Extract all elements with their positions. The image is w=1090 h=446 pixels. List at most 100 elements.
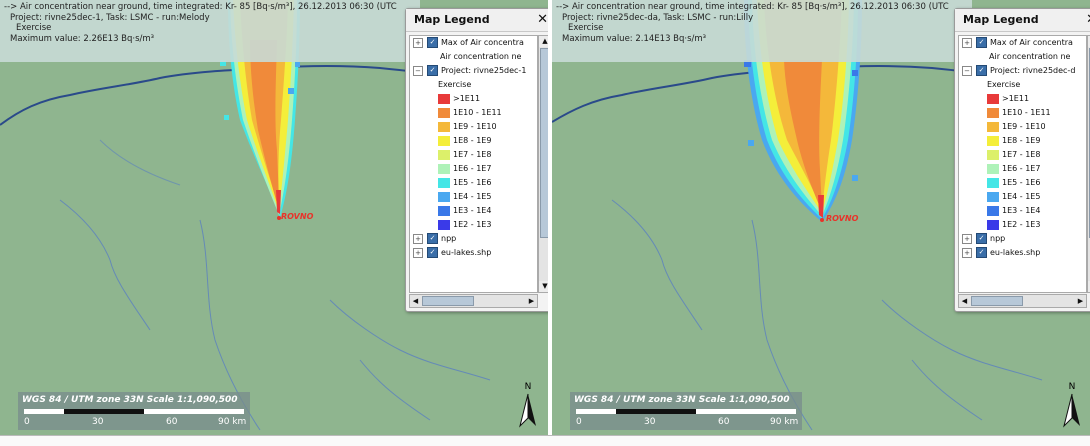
scrollbar-thumb[interactable] bbox=[540, 48, 548, 238]
layer-label: Exercise bbox=[438, 80, 472, 89]
info-box: --> Air concentration near ground, time … bbox=[0, 0, 420, 62]
north-label: N bbox=[524, 382, 532, 392]
collapse-icon[interactable]: − bbox=[413, 65, 423, 76]
legend-item: 1E5 - 1E6 bbox=[410, 176, 537, 190]
color-swatch bbox=[987, 177, 999, 188]
legend-item-label: 1E8 - 1E9 bbox=[1002, 136, 1041, 145]
legend-vertical-scrollbar[interactable]: ▲ ▼ bbox=[538, 35, 548, 293]
legend-item-label: >1E11 bbox=[453, 94, 481, 103]
scale-tick: 60 bbox=[718, 417, 730, 427]
map-legend-window[interactable]: Map Legend ✕ +✓Max of Air concentra Air … bbox=[405, 8, 548, 312]
scroll-left-icon[interactable]: ◀ bbox=[961, 297, 968, 305]
map-legend-window[interactable]: Map Legend ✕ +✓Max of Air concentra Air … bbox=[954, 8, 1090, 312]
close-icon[interactable]: ✕ bbox=[537, 12, 548, 27]
legend-horizontal-scrollbar[interactable]: ◀ ▶ bbox=[409, 294, 538, 308]
legend-layer-project[interactable]: − ✓ Project: rivne25dec-d bbox=[959, 64, 1086, 78]
expand-icon[interactable]: + bbox=[413, 247, 423, 258]
city-label: ROVNO bbox=[281, 212, 314, 221]
legend-layer-npp[interactable]: + ✓ npp bbox=[959, 232, 1086, 246]
color-swatch bbox=[438, 219, 450, 230]
north-arrow-icon: N bbox=[516, 382, 540, 432]
close-icon[interactable]: ✕ bbox=[1086, 9, 1090, 31]
legend-layer-max[interactable]: + ✓ Max of Air concentra bbox=[959, 36, 1086, 50]
scale-tick: 60 bbox=[166, 417, 178, 427]
color-swatch bbox=[438, 205, 450, 216]
color-swatch bbox=[438, 149, 450, 160]
checkbox-checked-icon[interactable]: ✓ bbox=[976, 65, 987, 76]
legend-layer-lakes[interactable]: + ✓ eu-lakes.shp bbox=[410, 246, 537, 260]
legend-item-label: 1E2 - 1E3 bbox=[1002, 220, 1041, 229]
info-exercise: Exercise bbox=[568, 23, 604, 33]
legend-item-label: >1E11 bbox=[1002, 94, 1030, 103]
color-swatch bbox=[987, 163, 999, 174]
expand-icon[interactable]: + bbox=[413, 233, 423, 244]
scale-tick: 0 bbox=[576, 417, 582, 427]
legend-item-label: 1E9 - 1E10 bbox=[1002, 122, 1046, 131]
legend-layer-max[interactable]: + ✓ Max of Air concentra bbox=[410, 36, 537, 50]
legend-item: 1E6 - 1E7 bbox=[959, 162, 1086, 176]
legend-item-label: 1E4 - 1E5 bbox=[453, 192, 492, 201]
layer-label: Max of Air concentra bbox=[441, 38, 524, 47]
legend-item: 1E2 - 1E3 bbox=[959, 218, 1086, 232]
layer-label: npp bbox=[990, 234, 1006, 243]
expand-icon[interactable]: + bbox=[962, 37, 972, 48]
legend-sublayer-air: Air concentration ne bbox=[959, 50, 1086, 64]
info-title: --> Air concentration near ground, time … bbox=[556, 2, 949, 12]
legend-item-label: 1E3 - 1E4 bbox=[453, 206, 492, 215]
checkbox-checked-icon[interactable]: ✓ bbox=[427, 233, 438, 244]
scale-tick: 0 bbox=[24, 417, 30, 427]
info-max-value: Maximum value: 2.26E13 Bq·s/m³ bbox=[10, 33, 155, 44]
checkbox-checked-icon[interactable]: ✓ bbox=[427, 37, 438, 48]
legend-sublayer-air: Air concentration ne bbox=[410, 50, 537, 64]
layer-label: eu-lakes.shp bbox=[990, 248, 1041, 257]
legend-item-label: 1E7 - 1E8 bbox=[453, 150, 492, 159]
scroll-left-icon[interactable]: ◀ bbox=[412, 297, 419, 305]
legend-item: 1E3 - 1E4 bbox=[959, 204, 1086, 218]
info-title: --> Air concentration near ground, time … bbox=[4, 2, 397, 12]
legend-horizontal-scrollbar[interactable]: ◀ ▶ bbox=[958, 294, 1087, 308]
legend-header[interactable]: Map Legend ✕ bbox=[955, 9, 1090, 32]
map-panel-left[interactable]: --> Air concentration near ground, time … bbox=[0, 0, 548, 435]
scroll-down-icon[interactable]: ▼ bbox=[539, 281, 548, 292]
checkbox-checked-icon[interactable]: ✓ bbox=[427, 247, 438, 258]
expand-icon[interactable]: + bbox=[413, 37, 423, 48]
scale-tick: 30 bbox=[644, 417, 656, 427]
scroll-right-icon[interactable]: ▶ bbox=[528, 297, 535, 305]
legend-layer-project[interactable]: − ✓ Project: rivne25dec-1 bbox=[410, 64, 537, 78]
legend-item-label: 1E4 - 1E5 bbox=[1002, 192, 1041, 201]
scrollbar-thumb[interactable] bbox=[971, 296, 1023, 306]
legend-title: Map Legend bbox=[963, 13, 1039, 26]
scale-bar-box: WGS 84 / UTM zone 33N Scale 1:1,090,500 … bbox=[570, 392, 802, 430]
expand-icon[interactable]: + bbox=[962, 247, 972, 258]
legend-layer-npp[interactable]: + ✓ npp bbox=[410, 232, 537, 246]
checkbox-checked-icon[interactable]: ✓ bbox=[976, 233, 987, 244]
legend-item-label: 1E6 - 1E7 bbox=[453, 164, 492, 173]
legend-item: 1E8 - 1E9 bbox=[410, 134, 537, 148]
legend-item: 1E9 - 1E10 bbox=[959, 120, 1086, 134]
legend-item: 1E6 - 1E7 bbox=[410, 162, 537, 176]
collapse-icon[interactable]: − bbox=[962, 65, 972, 76]
scale-tick: 30 bbox=[92, 417, 104, 427]
info-box: --> Air concentration near ground, time … bbox=[552, 0, 972, 62]
legend-tree[interactable]: + ✓ Max of Air concentra Air concentration… bbox=[958, 35, 1087, 293]
color-swatch bbox=[438, 93, 450, 104]
north-label: N bbox=[1068, 382, 1076, 392]
legend-tree[interactable]: + ✓ Max of Air concentra Air concentration… bbox=[409, 35, 538, 293]
scroll-up-icon[interactable]: ▲ bbox=[1088, 36, 1090, 47]
checkbox-checked-icon[interactable]: ✓ bbox=[427, 65, 438, 76]
legend-item-label: 1E5 - 1E6 bbox=[453, 178, 492, 187]
legend-item-label: 1E10 - 1E11 bbox=[1002, 108, 1051, 117]
scroll-right-icon[interactable]: ▶ bbox=[1077, 297, 1084, 305]
checkbox-checked-icon[interactable]: ✓ bbox=[976, 37, 987, 48]
expand-icon[interactable]: + bbox=[962, 233, 972, 244]
legend-header[interactable]: Map Legend ✕ bbox=[406, 9, 548, 32]
scroll-down-icon[interactable]: ▼ bbox=[1088, 281, 1090, 292]
map-panel-right[interactable]: --> Air concentration near ground, time … bbox=[552, 0, 1090, 435]
legend-item-label: 1E9 - 1E10 bbox=[453, 122, 497, 131]
scroll-up-icon[interactable]: ▲ bbox=[539, 36, 548, 47]
scrollbar-thumb[interactable] bbox=[422, 296, 474, 306]
legend-layer-lakes[interactable]: + ✓ eu-lakes.shp bbox=[959, 246, 1086, 260]
layer-label: Air concentration ne bbox=[440, 52, 522, 61]
checkbox-checked-icon[interactable]: ✓ bbox=[976, 247, 987, 258]
layer-label: Project: rivne25dec-1 bbox=[441, 66, 527, 75]
